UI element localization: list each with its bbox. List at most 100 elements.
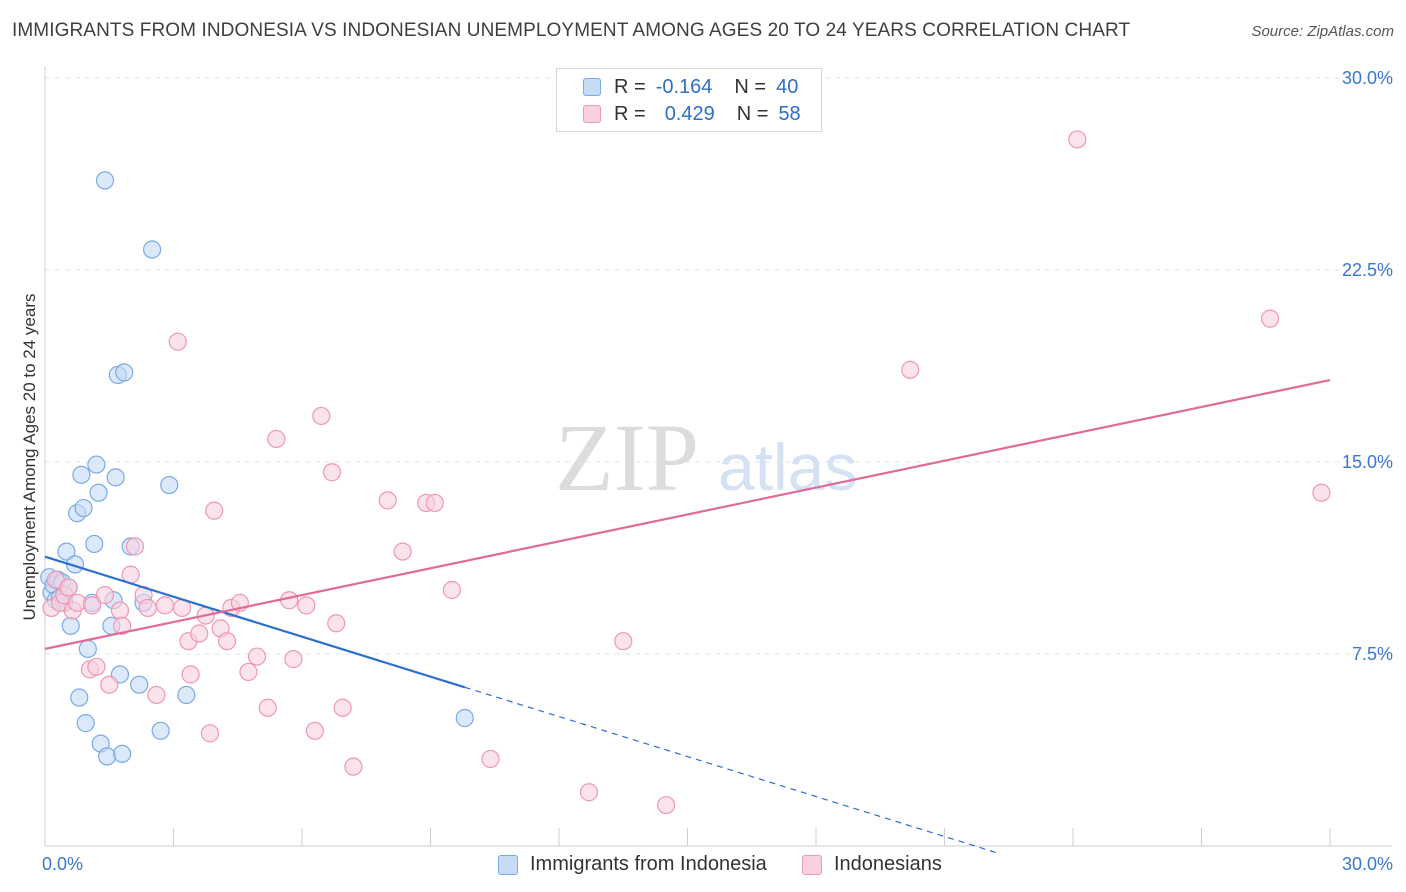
point-immigrants: [177, 685, 196, 705]
trend-line-indonesians: [44, 379, 1331, 650]
watermark: ZIP atlas: [555, 404, 857, 511]
n-value-indonesians: 58: [778, 102, 801, 125]
n-value-immigrants: 40: [776, 75, 799, 98]
point-immigrants: [106, 468, 125, 487]
point-immigrants: [455, 708, 474, 728]
point-indonesians: [425, 493, 444, 513]
point-indonesians: [100, 675, 119, 694]
point-indonesians: [322, 463, 342, 482]
correlation-legend: R = -0.164 N = 40 R = 0.429 N = 58: [556, 68, 822, 132]
point-indonesians: [95, 586, 115, 605]
y-tick-label: 15.0%: [1342, 452, 1393, 472]
point-indonesians: [258, 698, 277, 717]
point-indonesians: [901, 360, 920, 379]
y-tick-label: 30.0%: [1342, 68, 1393, 88]
point-indonesians: [190, 624, 209, 643]
point-indonesians: [1260, 309, 1280, 328]
point-indonesians: [138, 598, 157, 618]
point-immigrants: [130, 675, 149, 694]
x-tick-label: 30.0%: [1342, 854, 1393, 874]
point-immigrants: [89, 483, 108, 502]
point-immigrants: [78, 639, 97, 658]
point-immigrants: [72, 465, 91, 484]
point-indonesians: [284, 650, 303, 669]
point-immigrants: [70, 688, 89, 707]
point-indonesians: [614, 632, 633, 651]
point-immigrants: [112, 744, 132, 763]
point-indonesians: [1312, 483, 1331, 502]
watermark-atlas: atlas: [718, 430, 857, 504]
tick-labels: 7.5% 15.0% 22.5% 30.0% 0.0% 30.0%: [42, 68, 1393, 874]
point-indonesians: [247, 647, 267, 666]
legend-item-immigrants: Immigrants from Indonesia: [498, 853, 767, 876]
point-immigrants: [61, 616, 80, 635]
point-immigrants: [98, 747, 117, 766]
point-indonesians: [168, 332, 187, 351]
legend-swatch-immigrants: [498, 854, 518, 875]
point-indonesians: [378, 491, 397, 510]
point-immigrants: [142, 240, 162, 259]
series-legend: Immigrants from Indonesia Indonesians: [0, 850, 1406, 880]
point-immigrants: [95, 171, 115, 190]
legend-label-immigrants: Immigrants from Indonesia: [530, 853, 767, 875]
point-immigrants: [57, 542, 76, 561]
point-immigrants: [115, 363, 134, 382]
point-immigrants: [74, 498, 93, 518]
y-tick-label: 7.5%: [1352, 644, 1393, 664]
point-indonesians: [68, 593, 87, 612]
point-indonesians: [579, 783, 599, 802]
point-indonesians: [87, 657, 106, 676]
trend-line-immigrants: [44, 555, 466, 689]
point-indonesians: [110, 601, 130, 620]
point-indonesians: [147, 685, 166, 705]
point-indonesians: [333, 698, 352, 717]
point-immigrants: [151, 721, 170, 740]
legend-row-immigrants: R = -0.164 N = 40: [583, 75, 798, 99]
watermark-zip: ZIP: [555, 404, 699, 511]
legend-swatch-indonesians: [802, 854, 822, 875]
n-label: N =: [734, 75, 767, 98]
point-indonesians: [1068, 130, 1087, 149]
point-indonesians: [280, 591, 299, 610]
r-label: R =: [614, 102, 646, 125]
point-indonesians: [239, 662, 258, 682]
point-indonesians: [305, 721, 324, 740]
point-indonesians: [393, 542, 412, 561]
r-value-indonesians: 0.429: [664, 102, 715, 125]
legend-item-indonesians: Indonesians: [802, 853, 942, 876]
point-indonesians: [125, 537, 145, 556]
point-indonesians: [181, 665, 200, 684]
point-indonesians: [83, 596, 102, 615]
legend-swatch-immigrants: [583, 78, 601, 96]
point-indonesians: [344, 757, 363, 776]
point-indonesians: [217, 632, 237, 651]
point-indonesians: [481, 749, 500, 769]
data-points: [40, 130, 1331, 815]
point-immigrants: [85, 534, 104, 554]
r-value-immigrants: -0.164: [655, 75, 713, 98]
legend-label-indonesians: Indonesians: [834, 853, 942, 875]
chart-title: IMMIGRANTS FROM INDONESIA VS INDONESIAN …: [12, 20, 1131, 41]
y-tick-label: 22.5%: [1342, 260, 1393, 280]
r-label: R =: [614, 75, 646, 98]
legend-row-indonesians: R = 0.429 N = 58: [583, 102, 801, 126]
trend-lines: [44, 379, 1331, 854]
point-indonesians: [155, 596, 175, 615]
point-indonesians: [297, 596, 316, 615]
point-indonesians: [112, 616, 132, 635]
x-tick-label: 0.0%: [42, 854, 83, 874]
trend-line-immigrants-extension: [464, 686, 997, 854]
gridlines: [45, 77, 1392, 655]
point-indonesians: [267, 429, 286, 449]
axes: [44, 66, 1392, 847]
point-indonesians: [59, 578, 78, 597]
legend-swatch-indonesians: [583, 105, 601, 123]
source-credit: Source: ZipAtlas.com: [1251, 23, 1394, 40]
n-label: N =: [736, 102, 769, 125]
point-immigrants: [87, 455, 106, 474]
point-indonesians: [327, 614, 346, 633]
point-indonesians: [200, 724, 220, 743]
point-indonesians: [205, 501, 224, 520]
point-indonesians: [656, 795, 676, 815]
